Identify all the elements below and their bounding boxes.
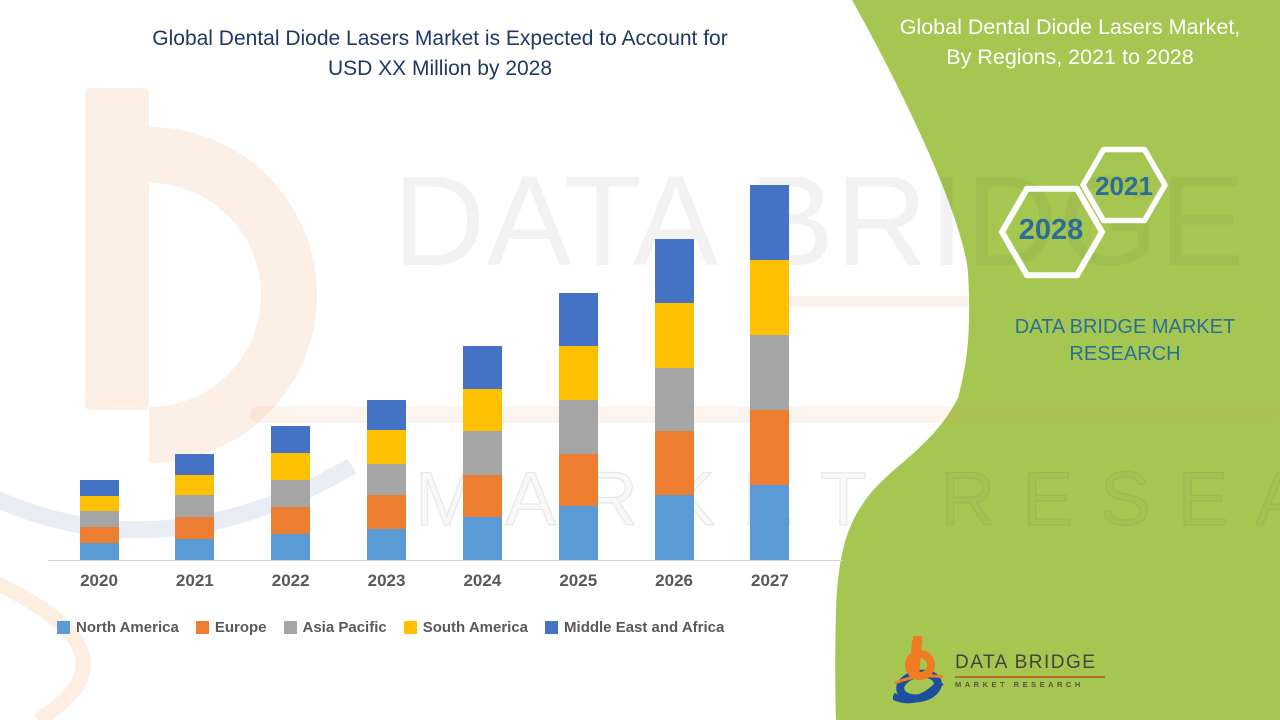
x-axis-label-2024: 2024 xyxy=(463,571,502,590)
legend: North America Europe Asia Pacific South Ame… xyxy=(57,619,724,636)
bar-segment-asia-pacific xyxy=(367,464,407,495)
bar-2020 xyxy=(79,480,119,560)
panel-heading-line1: Global Dental Diode Lasers Market, xyxy=(899,15,1241,39)
hexagon-label-2021: 2021 xyxy=(1095,171,1153,201)
panel-heading: Global Dental Diode Lasers Market, By Re… xyxy=(880,12,1260,72)
bar-segment-middle-east-and-africa xyxy=(271,426,311,453)
bar-2023 xyxy=(367,400,407,560)
bar-segment-europe xyxy=(654,431,694,495)
bar-segment-north-america xyxy=(175,539,215,560)
bar-segment-asia-pacific xyxy=(462,431,502,475)
panel-brand: DATA BRIDGE MARKET RESEARCH xyxy=(1005,314,1245,368)
bar-segment-asia-pacific xyxy=(175,495,215,517)
legend-label: South America xyxy=(422,619,529,636)
bar-segment-south-america xyxy=(558,346,598,400)
bar-segment-north-america xyxy=(79,543,119,560)
logo-orange-stem xyxy=(909,636,923,679)
databridge-logo: DATA BRIDGE MARKET RESEARCH xyxy=(893,636,1105,704)
bar-segment-asia-pacific xyxy=(558,400,598,454)
bar-segment-south-america xyxy=(367,430,407,464)
legend-item-north-america: North America xyxy=(57,619,179,636)
legend-swatch xyxy=(403,621,417,634)
bar-segment-europe xyxy=(79,527,119,543)
bar-segment-south-america xyxy=(175,475,215,495)
bar-segment-asia-pacific xyxy=(271,480,311,507)
logo-divider xyxy=(955,675,1105,678)
bar-segment-asia-pacific xyxy=(79,511,119,527)
bar-segment-south-america xyxy=(750,260,790,335)
x-axis-line xyxy=(48,560,843,561)
bar-2026 xyxy=(654,239,694,560)
bar-2024 xyxy=(462,346,502,560)
bar-segment-north-america xyxy=(654,495,694,560)
bar-segment-middle-east-and-africa xyxy=(654,239,694,303)
x-axis-label-2027: 2027 xyxy=(751,571,789,590)
panel-heading-line2: By Regions, 2021 to 2028 xyxy=(946,45,1194,69)
bar-segment-north-america xyxy=(462,517,502,560)
legend-item-south-america: South America xyxy=(403,619,529,636)
bar-segment-middle-east-and-africa xyxy=(462,346,502,389)
bar-segment-europe xyxy=(462,475,502,517)
hexagon-label-2028: 2028 xyxy=(1018,214,1084,246)
legend-item-europe: Europe xyxy=(195,619,267,636)
bar-segment-europe xyxy=(367,495,407,529)
bar-segment-south-america xyxy=(271,453,311,480)
bar-segment-middle-east-and-africa xyxy=(750,185,790,260)
panel-brand-line1: DATA BRIDGE MARKET xyxy=(1014,316,1236,338)
x-axis-label-2021: 2021 xyxy=(175,571,214,590)
chart-title: Global Dental Diode Lasers Market is Exp… xyxy=(40,24,840,84)
x-axis-label-2026: 2026 xyxy=(655,571,693,590)
bar-segment-middle-east-and-africa xyxy=(79,480,119,496)
x-axis-label-2022: 2022 xyxy=(271,571,310,590)
bar-segment-europe xyxy=(175,517,215,539)
legend-label: Europe xyxy=(214,619,267,636)
chart-title-line2: USD XX Million by 2028 xyxy=(327,57,553,80)
bar-segment-europe xyxy=(558,454,598,506)
x-axis-label-2020: 2020 xyxy=(80,571,118,590)
panel-brand-line2: RESEARCH xyxy=(1069,343,1181,365)
logo-name: DATA BRIDGE xyxy=(955,651,1097,673)
legend-swatch xyxy=(195,621,209,634)
bar-segment-middle-east-and-africa xyxy=(175,454,215,475)
bar-segment-middle-east-and-africa xyxy=(367,400,407,430)
bar-2022 xyxy=(271,426,311,560)
legend-label: Middle East and Africa xyxy=(564,619,725,636)
bar-segment-south-america xyxy=(79,496,119,511)
bar-segment-north-america xyxy=(558,506,598,560)
bar-2025 xyxy=(558,293,598,560)
legend-swatch xyxy=(57,621,70,634)
bar-segment-asia-pacific xyxy=(654,368,694,431)
x-axis-label-2023: 2023 xyxy=(367,571,406,590)
bar-segment-north-america xyxy=(750,485,790,560)
x-axis-label-2025: 2025 xyxy=(559,571,598,590)
logo-subtitle: MARKET RESEARCH xyxy=(955,679,1084,689)
logo-orange-swoosh xyxy=(894,674,944,685)
bar-2027 xyxy=(750,185,790,560)
bar-segment-europe xyxy=(750,410,790,485)
bar-segment-asia-pacific xyxy=(750,335,790,410)
bar-segment-south-america xyxy=(654,303,694,368)
legend-swatch xyxy=(283,621,297,634)
legend-item-asia-pacific: Asia Pacific xyxy=(283,619,387,636)
chart-title-line1: Global Dental Diode Lasers Market is Exp… xyxy=(152,27,728,50)
legend-swatch xyxy=(545,621,559,634)
bar-2021 xyxy=(175,454,215,560)
bar-segment-north-america xyxy=(367,529,407,560)
bar-segment-middle-east-and-africa xyxy=(558,293,598,346)
legend-label: Asia Pacific xyxy=(302,619,387,636)
bar-segment-south-america xyxy=(462,389,502,431)
databridge-logo-text: DATA BRIDGE MARKET RESEARCH xyxy=(955,652,1105,689)
databridge-logo-mark xyxy=(893,636,944,704)
legend-item-middle-east-and-africa: Middle East and Africa xyxy=(545,619,724,636)
watermark-marketresearch-text: MARKET RESEARCH xyxy=(414,457,1280,542)
bar-segment-north-america xyxy=(271,534,311,560)
legend-label: North America xyxy=(76,619,179,636)
bar-segment-europe xyxy=(271,507,311,534)
